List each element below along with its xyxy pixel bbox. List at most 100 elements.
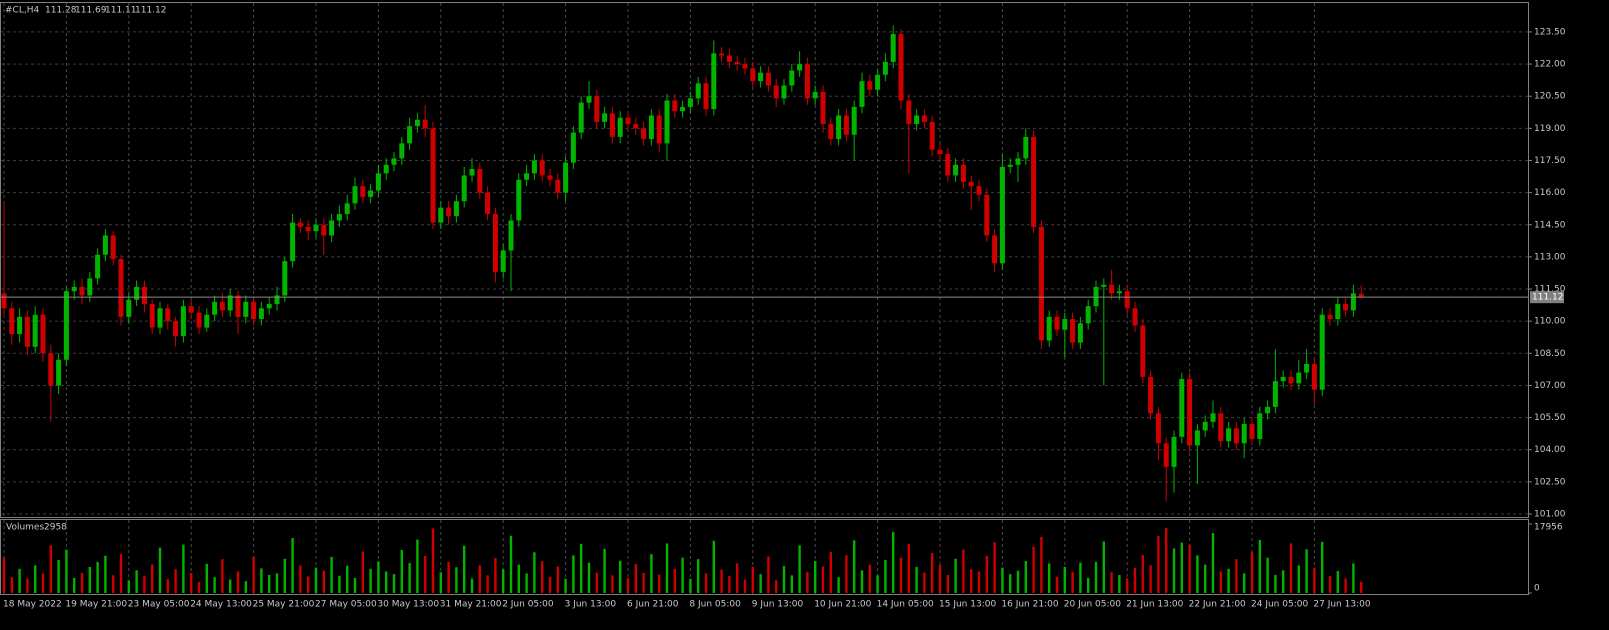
candle-body — [134, 286, 140, 300]
candle-body — [1280, 376, 1286, 382]
candle-body — [352, 186, 358, 204]
candle-body — [570, 132, 576, 163]
volume-bar — [860, 570, 864, 593]
candle-body — [1, 293, 7, 309]
candle-body — [414, 119, 420, 127]
candle-body — [56, 359, 62, 386]
candle-body — [157, 308, 163, 328]
volume-bar — [806, 571, 809, 593]
volume-bar — [112, 575, 115, 593]
volume-bar — [88, 566, 91, 593]
candle-body — [875, 74, 881, 90]
candle-body — [500, 250, 506, 272]
volume-bar — [353, 578, 357, 593]
volume-bar — [268, 574, 271, 593]
volume-bar — [736, 563, 739, 593]
volume-bar — [915, 566, 918, 593]
volume-bar — [205, 563, 208, 593]
candle-body — [1054, 316, 1060, 330]
candle-body — [1031, 136, 1037, 227]
candle-body — [648, 115, 654, 140]
candle-body — [1140, 325, 1146, 377]
volume-bar — [1344, 578, 1347, 593]
volume-bar — [65, 549, 68, 593]
candle-body — [251, 301, 257, 320]
candle-body — [906, 100, 912, 125]
volume-bar — [57, 559, 60, 593]
volume-bar — [1094, 561, 1098, 593]
x-tick-label: 30 May 13:00 — [377, 600, 439, 610]
y-tick-label: 119.00 — [1534, 124, 1566, 134]
candle-body — [586, 96, 592, 103]
candle-body — [446, 207, 452, 217]
candle-body — [602, 113, 608, 122]
volume-pane — [0, 519, 1529, 595]
candle-body — [1077, 323, 1083, 343]
candle-body — [282, 261, 288, 296]
y-tick-label: 105.50 — [1534, 413, 1566, 423]
candle-body — [305, 226, 311, 232]
volume-bar — [229, 579, 232, 593]
y-tick-label: 122.00 — [1534, 60, 1566, 70]
volume-bar — [470, 578, 474, 593]
candle-body — [477, 169, 483, 193]
candle-body — [508, 220, 514, 251]
candle-body — [516, 179, 522, 221]
candle-body — [1194, 430, 1200, 446]
candle-body — [742, 64, 748, 69]
candle-body — [1311, 364, 1317, 390]
volume-bar — [1196, 555, 1199, 593]
candle-body — [63, 291, 69, 360]
candle-body — [797, 64, 803, 71]
volume-bar — [26, 578, 29, 593]
candle-body — [719, 53, 725, 56]
last-price-label: 111.12 — [1532, 293, 1564, 303]
candle-body — [1046, 316, 1052, 341]
volume-bar — [158, 547, 162, 593]
candle-body — [1288, 376, 1294, 384]
volume-bar — [665, 543, 669, 593]
x-tick-label: 8 Jun 05:00 — [689, 600, 741, 610]
volume-bar — [1250, 552, 1254, 593]
candle-body — [758, 72, 764, 82]
volume-bar — [416, 539, 419, 593]
candle-body — [867, 81, 873, 90]
volume-bar — [34, 565, 37, 593]
candle-body — [430, 128, 436, 223]
candle-body — [274, 295, 280, 305]
volume-bar — [767, 556, 770, 593]
volume-bar — [697, 559, 700, 593]
candle-body — [1202, 421, 1208, 431]
y-tick-label: 102.50 — [1534, 477, 1566, 487]
candle-body — [820, 91, 826, 125]
volume-bar — [775, 580, 778, 593]
volume-bar — [985, 555, 988, 593]
candle-body — [1085, 306, 1091, 324]
volume-bar — [970, 569, 973, 593]
volume-bar — [541, 561, 544, 593]
candle-body — [290, 222, 296, 262]
volume-bar — [1118, 574, 1121, 593]
x-tick-label: 19 May 21:00 — [65, 600, 127, 610]
volume-bar — [346, 565, 349, 593]
candle-body — [344, 203, 350, 215]
volume-bar — [486, 575, 489, 593]
candle-body — [734, 61, 740, 65]
candle-body — [227, 295, 233, 311]
volume-bar — [127, 580, 130, 593]
candle-body — [1038, 226, 1044, 341]
candle-body — [547, 175, 553, 180]
volume-bar — [564, 578, 567, 593]
volume-bar — [275, 573, 279, 593]
candle-body — [40, 314, 46, 354]
volume-bar — [1110, 572, 1113, 593]
candle-body — [453, 201, 459, 217]
candle-body — [968, 181, 974, 187]
volume-bar — [1063, 566, 1066, 593]
volume-bar — [197, 581, 201, 593]
candle-body — [1093, 286, 1099, 307]
volume-bar — [556, 566, 559, 593]
